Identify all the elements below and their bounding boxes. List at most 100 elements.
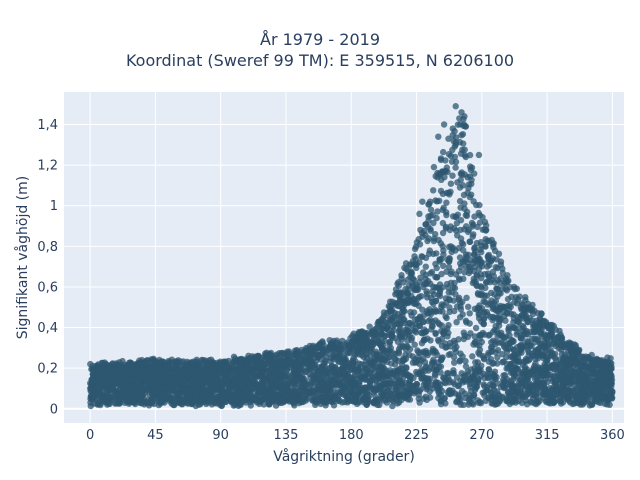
data-point [494,354,501,361]
data-point [409,280,416,287]
data-point [133,382,141,389]
data-point [174,385,181,392]
data-point [384,349,391,356]
data-point [425,380,432,387]
data-point [274,387,281,394]
data-point [471,333,478,340]
data-point [169,386,176,393]
data-point [406,345,414,353]
data-point [400,366,407,373]
data-point [334,389,341,396]
data-point [304,351,311,358]
data-point [407,268,415,275]
data-point [438,342,446,349]
data-point [438,322,445,329]
data-point [380,309,388,316]
data-point [541,337,548,345]
data-point [406,391,413,398]
data-point [470,401,477,408]
data-point [391,394,398,401]
data-point [543,332,550,339]
data-point [266,352,273,360]
data-point [433,214,440,222]
data-point [465,303,472,310]
data-point [488,400,495,407]
data-point [600,384,607,392]
data-point [522,342,530,349]
data-point [497,258,505,265]
data-point [462,363,470,370]
data-point [265,401,272,408]
data-point [443,199,450,206]
data-point [458,370,465,377]
data-point [420,312,427,319]
data-point [485,251,493,259]
data-point [306,342,313,350]
data-point [437,363,445,370]
data-point [476,201,483,209]
data-point [608,395,616,402]
data-point [559,368,566,376]
data-point [353,340,361,348]
data-point [362,385,370,392]
data-point [418,293,425,300]
data-point [509,397,517,405]
data-point [355,347,363,354]
data-point [247,385,255,392]
data-point [422,231,429,239]
data-point [96,398,103,406]
data-point [453,219,461,227]
data-point [505,327,512,335]
data-point [461,146,468,153]
data-point [335,382,343,389]
data-point [221,363,229,370]
data-point [426,306,433,313]
data-point [286,350,293,357]
data-point [277,380,285,388]
data-point [386,338,393,346]
data-point [466,320,473,327]
data-point [352,379,359,386]
data-point [432,273,439,281]
data-point [490,337,497,344]
data-point [266,373,273,381]
data-point [481,389,488,396]
data-point [450,379,457,386]
data-point [442,379,449,387]
data-point [401,394,408,401]
data-point [449,172,456,179]
data-point [472,385,479,392]
data-point [518,376,525,384]
data-point [427,280,434,287]
data-point [146,381,153,388]
data-point [538,310,545,318]
data-point [426,247,433,254]
data-point [142,358,149,366]
data-point [499,265,506,272]
data-point [506,381,514,388]
data-point [577,401,584,408]
data-point [375,338,382,345]
data-point [485,366,493,373]
data-point [479,305,486,312]
data-point [442,223,450,231]
data-point [420,355,427,362]
data-point [438,301,445,308]
data-point [293,346,300,354]
data-point [437,286,444,294]
data-point [193,390,200,397]
data-point [481,226,488,233]
data-point [241,374,248,381]
data-point [401,264,408,271]
data-point [367,353,374,360]
data-point [406,320,413,327]
data-point [450,297,457,304]
data-point [516,382,523,389]
data-point [198,356,206,364]
data-point [444,168,451,176]
data-point [248,361,255,368]
data-point [491,368,499,375]
data-point [543,397,550,404]
data-point [395,387,402,394]
data-point [485,273,493,280]
